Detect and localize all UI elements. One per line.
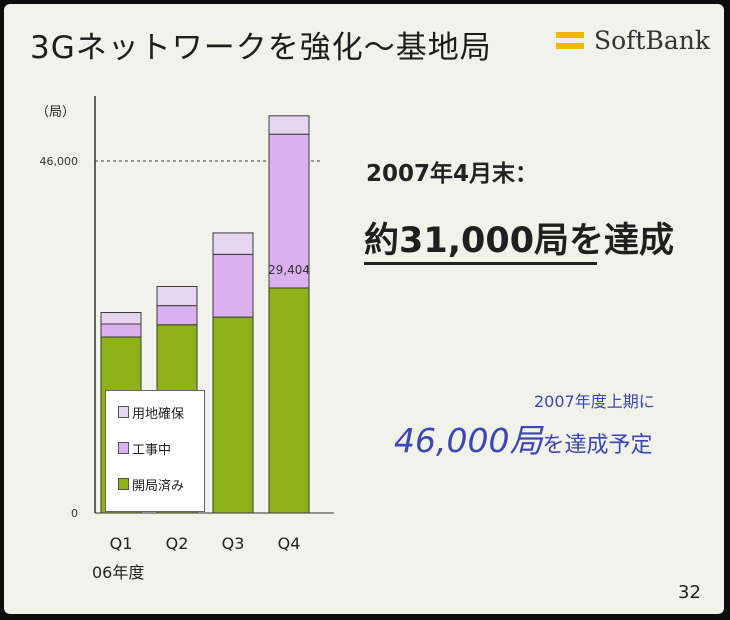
slide-title: 3Gネットワークを強化〜基地局 bbox=[30, 30, 492, 66]
brand-name: SoftBank bbox=[594, 26, 711, 55]
logo-bar-top bbox=[556, 32, 584, 38]
date-heading: 2007年4月末： bbox=[366, 161, 539, 187]
achievement-underline bbox=[364, 262, 597, 265]
bar-segment bbox=[156, 305, 198, 326]
x-tick-label: Q4 bbox=[278, 534, 301, 553]
x-tick-label: Q2 bbox=[166, 534, 189, 553]
x-tick-label: Q1 bbox=[110, 534, 133, 553]
y-tick-label: 46,000 bbox=[40, 155, 79, 168]
bar-segment bbox=[100, 312, 142, 325]
plan-target-suffix: を達成予定 bbox=[542, 433, 653, 458]
brand-logo: SoftBank bbox=[556, 26, 716, 58]
bar-segment bbox=[100, 323, 142, 338]
stacked-bar-chart: （局） 0 46,000 Q1 Q2 Q3 Q4 06年度 29,404 bbox=[36, 96, 334, 582]
chart-legend: 用地確保 工事中 開局済み bbox=[105, 390, 205, 512]
legend-label-construction: 工事中 bbox=[132, 443, 172, 458]
bar-segment bbox=[268, 115, 310, 135]
y-axis-unit: （局） bbox=[36, 105, 75, 120]
y-tick-label: 0 bbox=[71, 507, 78, 520]
data-label: 29,404 bbox=[268, 263, 310, 277]
x-group-label: 06年度 bbox=[92, 563, 144, 582]
slide: 3Gネットワークを強化〜基地局 SoftBank （局） 0 46,000 Q1 Q2 Q… bbox=[4, 4, 724, 614]
legend-swatch-construction bbox=[118, 442, 129, 454]
achievement-text: 約31,000局を達成 bbox=[364, 221, 675, 261]
logo-bar-bottom bbox=[556, 43, 584, 49]
plan-period-text: 2007年度上期に bbox=[534, 392, 655, 411]
softbank-logo-icon bbox=[556, 32, 584, 49]
legend-label-land: 用地確保 bbox=[132, 407, 185, 422]
legend-label-opened: 開局済み bbox=[132, 479, 185, 494]
legend-swatch-opened bbox=[118, 478, 129, 490]
bar-segment bbox=[268, 287, 310, 514]
bar-segment bbox=[212, 232, 254, 255]
bar-segment bbox=[156, 285, 198, 307]
page-number: 32 bbox=[678, 582, 701, 603]
x-tick-label: Q3 bbox=[222, 534, 245, 553]
bar-segment bbox=[212, 253, 254, 318]
bar-segment bbox=[212, 316, 254, 514]
plan-target-number: 46,000局 bbox=[394, 421, 543, 460]
legend-swatch-land bbox=[118, 406, 129, 418]
plan-target-text: 46,000局を達成予定 bbox=[394, 414, 652, 462]
